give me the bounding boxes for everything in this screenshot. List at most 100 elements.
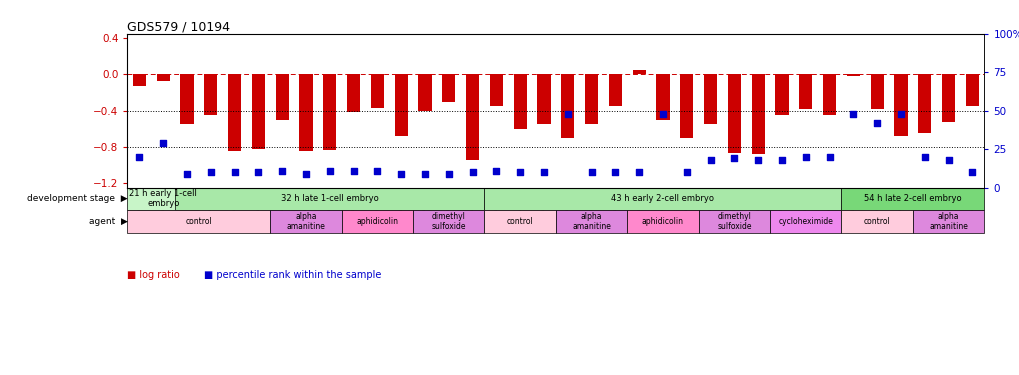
Point	[559, 111, 576, 117]
Bar	[484, 210, 555, 232]
Bar	[751, 75, 764, 154]
Point	[940, 157, 956, 163]
Text: ■ log ratio: ■ log ratio	[127, 270, 180, 280]
Bar	[514, 75, 526, 129]
Bar	[698, 210, 769, 232]
Point	[892, 111, 908, 117]
Bar	[270, 210, 341, 232]
Point	[392, 171, 409, 177]
Point	[155, 140, 171, 146]
Text: dimethyl
sulfoxide: dimethyl sulfoxide	[431, 211, 466, 231]
Bar	[418, 75, 431, 111]
Text: 32 h late 1-cell embryo: 32 h late 1-cell embryo	[280, 194, 378, 203]
Bar	[774, 75, 788, 115]
Text: 21 h early 1-cell
embryo: 21 h early 1-cell embryo	[129, 189, 197, 209]
Point	[345, 168, 362, 174]
Bar	[728, 75, 740, 153]
Bar	[632, 70, 645, 75]
Bar	[346, 75, 360, 112]
Point	[773, 157, 790, 163]
Bar	[846, 75, 859, 76]
Bar	[180, 75, 194, 124]
Point	[583, 169, 599, 175]
Bar	[413, 210, 484, 232]
Point	[440, 171, 457, 177]
Bar	[656, 75, 668, 120]
Text: GDS579 / 10194: GDS579 / 10194	[127, 21, 230, 34]
Bar	[371, 75, 383, 108]
Bar	[560, 75, 574, 138]
Bar	[275, 75, 288, 120]
Point	[726, 155, 742, 161]
Bar	[965, 75, 978, 106]
Point	[298, 171, 314, 177]
Bar	[252, 75, 265, 148]
Bar	[323, 75, 336, 150]
Bar	[769, 210, 841, 232]
Bar	[127, 210, 270, 232]
Point	[868, 120, 884, 126]
Text: 43 h early 2-cell embryo: 43 h early 2-cell embryo	[611, 194, 713, 203]
Text: dimethyl
sulfoxide: dimethyl sulfoxide	[716, 211, 751, 231]
Bar	[466, 75, 479, 160]
Bar	[442, 75, 454, 102]
Bar	[841, 210, 912, 232]
Point	[488, 168, 504, 174]
Point	[916, 154, 932, 160]
Text: aphidicolin: aphidicolin	[356, 217, 398, 226]
Bar	[799, 75, 811, 109]
Text: development stage  ▶: development stage ▶	[26, 194, 127, 203]
Point	[464, 169, 480, 175]
Text: 54 h late 2-cell embryo: 54 h late 2-cell embryo	[863, 194, 961, 203]
Point	[678, 169, 694, 175]
Bar	[585, 75, 597, 124]
Bar	[703, 75, 716, 124]
Bar	[680, 75, 693, 138]
Point	[250, 169, 266, 175]
Text: control: control	[506, 217, 533, 226]
Bar	[627, 210, 698, 232]
Point	[203, 169, 219, 175]
Point	[963, 169, 979, 175]
Bar	[489, 75, 502, 106]
Bar	[917, 75, 930, 133]
Text: alpha
amanitine: alpha amanitine	[286, 211, 325, 231]
Bar	[341, 210, 413, 232]
Point	[178, 171, 195, 177]
Bar	[127, 188, 199, 210]
Bar	[608, 75, 622, 106]
Bar	[394, 75, 408, 136]
Point	[131, 154, 148, 160]
Point	[845, 111, 861, 117]
Bar	[870, 75, 882, 109]
Bar	[157, 75, 169, 81]
Bar	[841, 188, 983, 210]
Bar	[132, 75, 146, 86]
Point	[369, 168, 385, 174]
Point	[654, 111, 671, 117]
Text: alpha
amanitine: alpha amanitine	[928, 211, 967, 231]
Point	[631, 169, 647, 175]
Bar	[555, 210, 627, 232]
Bar	[912, 210, 983, 232]
Point	[749, 157, 765, 163]
Bar	[228, 75, 240, 152]
Text: ■ percentile rank within the sample: ■ percentile rank within the sample	[204, 270, 381, 280]
Text: agent  ▶: agent ▶	[89, 217, 127, 226]
Text: control: control	[863, 217, 890, 226]
Bar	[822, 75, 836, 115]
Point	[274, 168, 290, 174]
Point	[820, 154, 837, 160]
Text: aphidicolin: aphidicolin	[641, 217, 684, 226]
Bar	[204, 75, 217, 115]
Bar	[894, 75, 907, 136]
Bar	[175, 188, 484, 210]
Point	[417, 171, 433, 177]
Point	[512, 169, 528, 175]
Point	[702, 157, 718, 163]
Point	[226, 169, 243, 175]
Point	[321, 168, 337, 174]
Bar	[942, 75, 954, 122]
Text: control: control	[185, 217, 212, 226]
Text: cycloheximide: cycloheximide	[777, 217, 833, 226]
